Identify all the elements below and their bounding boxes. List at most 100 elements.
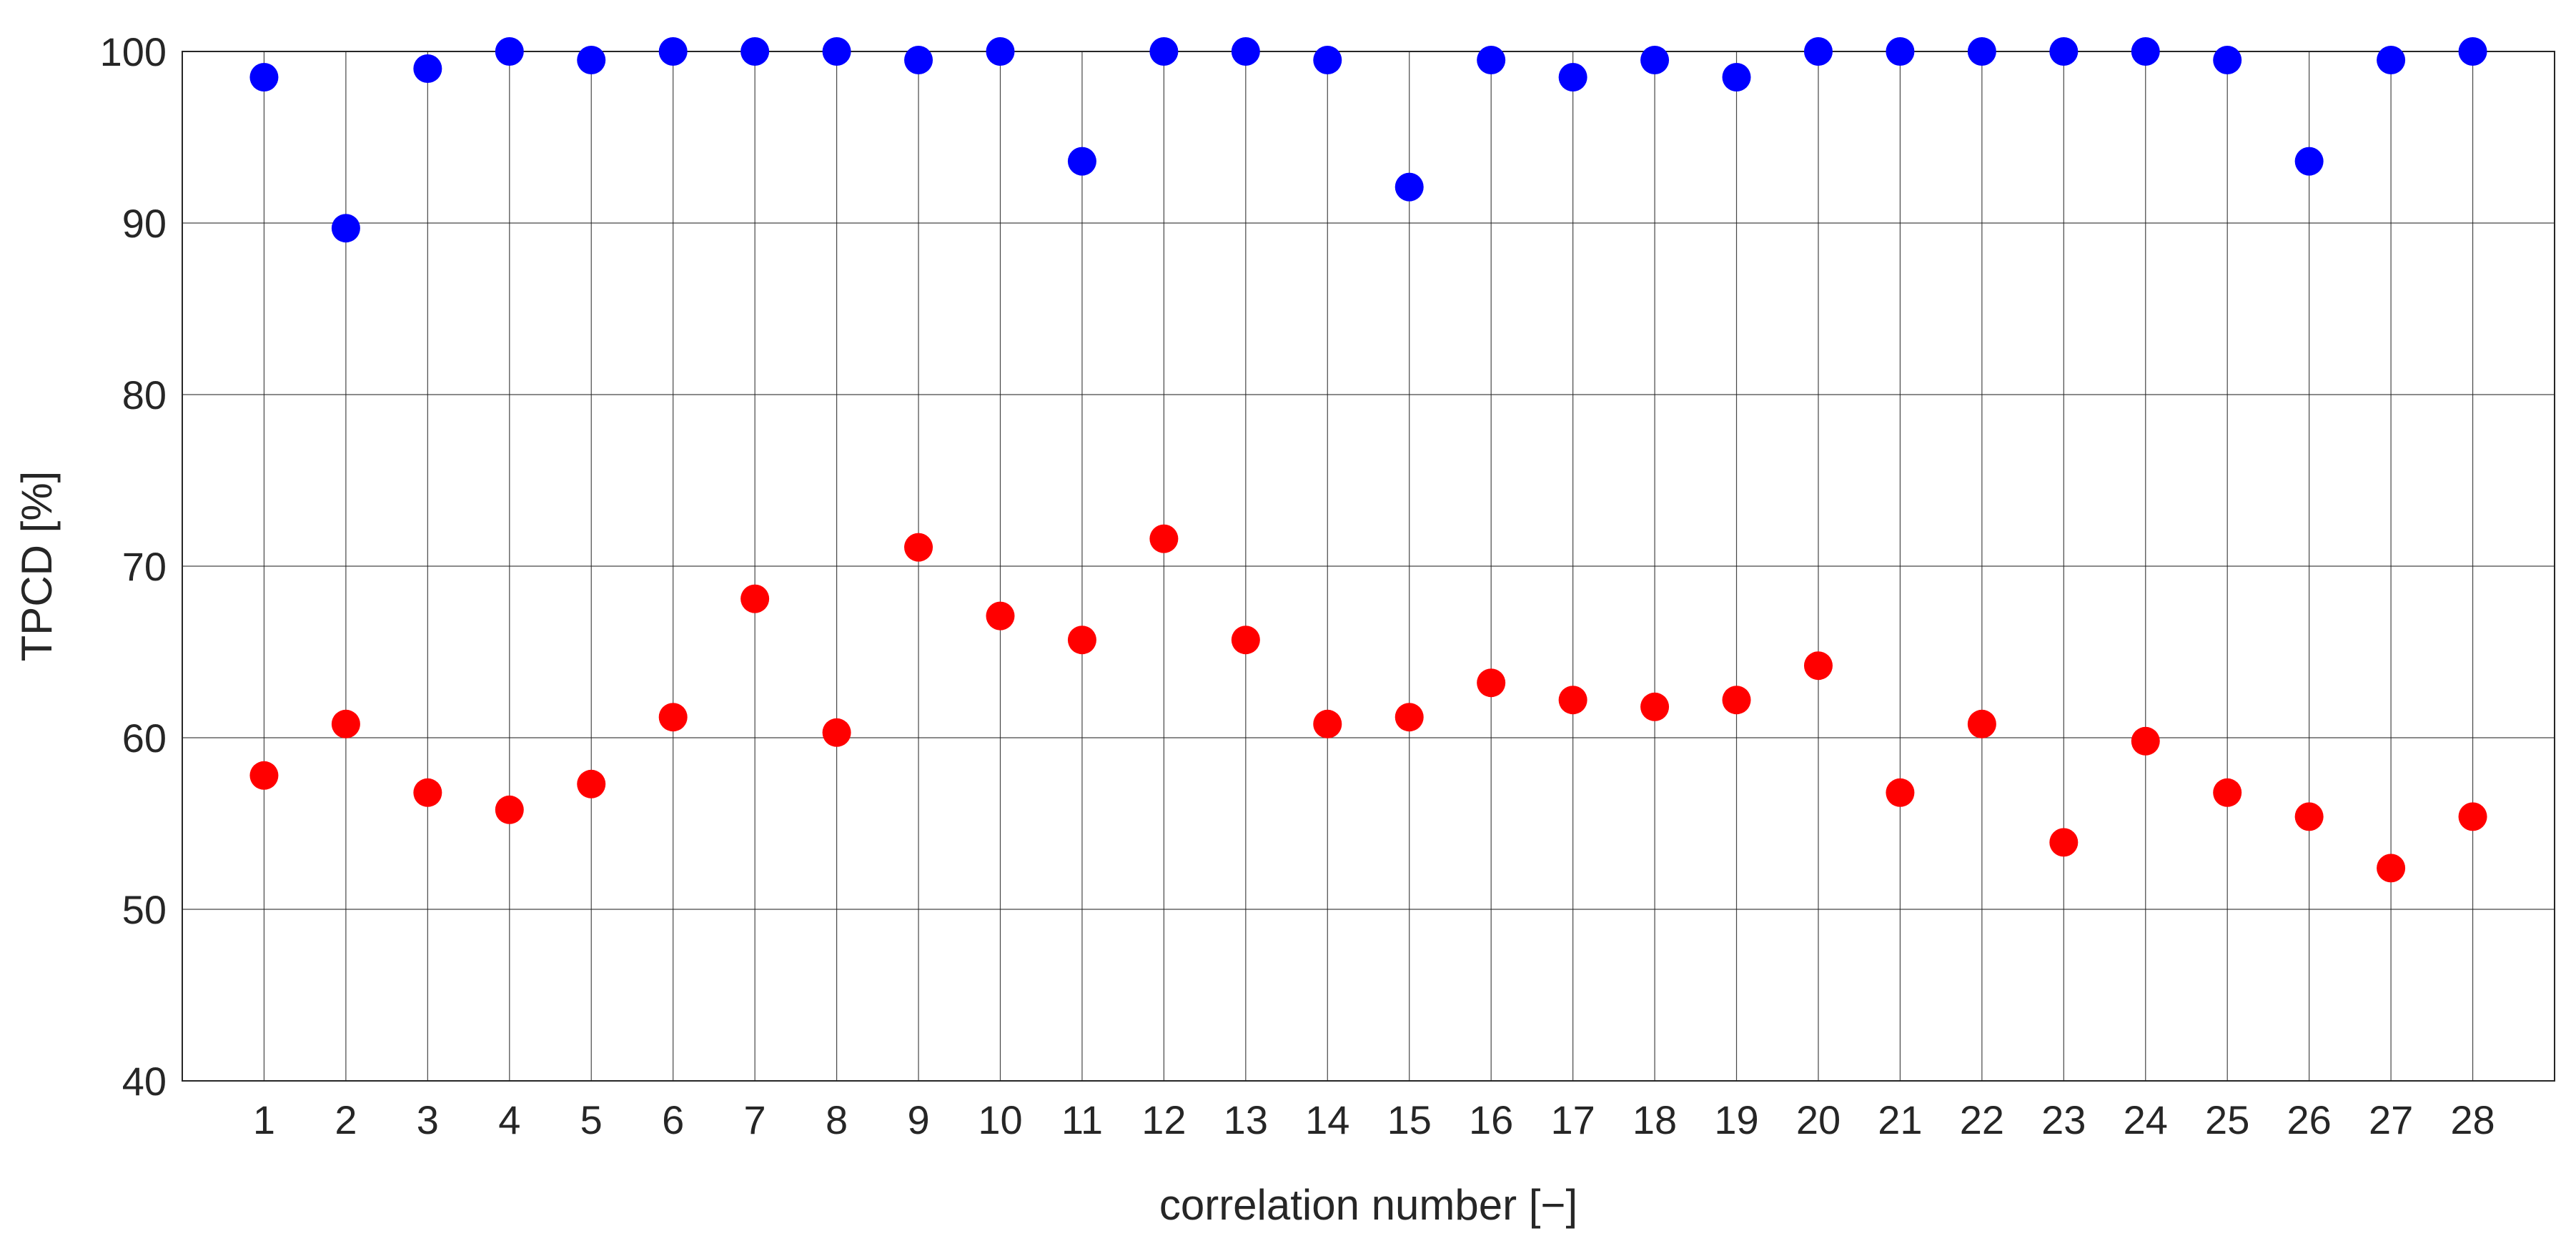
- data-point: [1231, 37, 1260, 66]
- x-tick-label: 18: [1633, 1097, 1677, 1142]
- data-point: [1313, 46, 1342, 74]
- data-point: [1477, 46, 1506, 74]
- data-point: [1803, 37, 1833, 66]
- data-point: [1886, 778, 1915, 807]
- data-point: [495, 795, 524, 824]
- x-tick-label: 27: [2369, 1097, 2413, 1142]
- x-tick-label: 14: [1305, 1097, 1349, 1142]
- data-point: [1067, 147, 1096, 176]
- data-point: [1558, 686, 1587, 715]
- x-tick-label: 1: [253, 1097, 275, 1142]
- data-point: [2049, 828, 2079, 857]
- y-axis-ticks: 40 50 60 70 80 90 100: [100, 29, 167, 1104]
- x-tick-label: 9: [907, 1097, 929, 1142]
- y-tick-label: 80: [122, 372, 167, 417]
- data-point: [1558, 63, 1587, 92]
- x-tick-label: 6: [662, 1097, 684, 1142]
- data-point: [2131, 726, 2160, 756]
- x-tick-label: 13: [1224, 1097, 1268, 1142]
- x-tick-label: 2: [335, 1097, 357, 1142]
- data-point: [249, 63, 279, 92]
- x-tick-label: 4: [498, 1097, 520, 1142]
- data-point: [740, 37, 770, 66]
- data-point: [1967, 709, 1996, 738]
- x-tick-label: 7: [744, 1097, 766, 1142]
- data-point: [904, 533, 933, 562]
- y-axis-title: TPCD [%]: [13, 471, 61, 662]
- y-tick-label: 100: [100, 29, 167, 74]
- data-point: [2049, 37, 2079, 66]
- y-tick-label: 90: [122, 201, 167, 246]
- red-series: [249, 524, 2487, 883]
- data-point: [1886, 37, 1915, 66]
- x-tick-label: 21: [1878, 1097, 1922, 1142]
- x-tick-label: 22: [1960, 1097, 2004, 1142]
- data-point: [2458, 37, 2487, 66]
- x-tick-label: 25: [2205, 1097, 2249, 1142]
- y-tick-label: 50: [122, 887, 167, 932]
- data-point: [331, 709, 360, 738]
- x-tick-label: 17: [1550, 1097, 1595, 1142]
- data-point: [1967, 37, 1996, 66]
- data-point: [740, 584, 770, 613]
- x-tick-label: 28: [2450, 1097, 2495, 1142]
- data-point: [658, 37, 688, 66]
- grid-lines: [182, 51, 2555, 1082]
- x-tick-label: 3: [417, 1097, 439, 1142]
- data-point: [1149, 524, 1179, 553]
- x-tick-label: 20: [1796, 1097, 1841, 1142]
- blue-series: [249, 37, 2487, 243]
- data-point: [249, 761, 279, 790]
- data-point: [1640, 46, 1670, 74]
- data-point: [2377, 46, 2406, 74]
- data-point: [2458, 802, 2487, 831]
- data-point: [1803, 651, 1833, 681]
- data-point: [2294, 802, 2324, 831]
- y-tick-label: 40: [122, 1059, 167, 1104]
- data-point: [1722, 63, 1751, 92]
- data-point: [658, 703, 688, 732]
- data-point: [2213, 46, 2242, 74]
- x-tick-label: 5: [580, 1097, 603, 1142]
- data-point: [1149, 37, 1179, 66]
- data-point: [577, 769, 606, 799]
- y-tick-label: 60: [122, 716, 167, 761]
- data-point: [577, 46, 606, 74]
- data-point: [986, 37, 1015, 66]
- data-point: [1722, 686, 1751, 715]
- data-point: [2377, 854, 2406, 883]
- data-point: [822, 718, 851, 747]
- data-point: [1231, 626, 1260, 655]
- data-point: [413, 778, 442, 807]
- data-point: [986, 601, 1015, 631]
- x-axis-title: correlation number [−]: [1159, 1181, 1577, 1229]
- data-point: [1394, 703, 1424, 732]
- x-tick-label: 16: [1469, 1097, 1513, 1142]
- data-point: [331, 214, 360, 243]
- x-axis-ticks: 1 2 3 4 5 6 7 8 9 10 11 12 13 14 15 16 17 18 19 20 21 22 23 24 2…: [253, 1097, 2495, 1142]
- data-point: [2213, 778, 2242, 807]
- data-point: [2294, 147, 2324, 176]
- x-tick-label: 8: [826, 1097, 848, 1142]
- data-point: [1477, 668, 1506, 698]
- x-tick-label: 24: [2124, 1097, 2168, 1142]
- y-tick-label: 70: [122, 544, 167, 589]
- data-point: [1313, 709, 1342, 738]
- data-point: [1067, 626, 1096, 655]
- data-point: [822, 37, 851, 66]
- x-tick-label: 19: [1714, 1097, 1758, 1142]
- plot-area-frame: [182, 51, 2555, 1082]
- data-point: [1640, 692, 1670, 721]
- x-tick-label: 23: [2041, 1097, 2086, 1142]
- data-point: [904, 46, 933, 74]
- data-points: [249, 37, 2487, 883]
- data-point: [495, 37, 524, 66]
- data-point: [2131, 37, 2160, 66]
- x-tick-label: 26: [2287, 1097, 2332, 1142]
- data-point: [413, 54, 442, 83]
- x-tick-label: 11: [1061, 1097, 1103, 1142]
- data-point: [1394, 172, 1424, 202]
- x-tick-label: 12: [1141, 1097, 1186, 1142]
- x-tick-label: 10: [978, 1097, 1022, 1142]
